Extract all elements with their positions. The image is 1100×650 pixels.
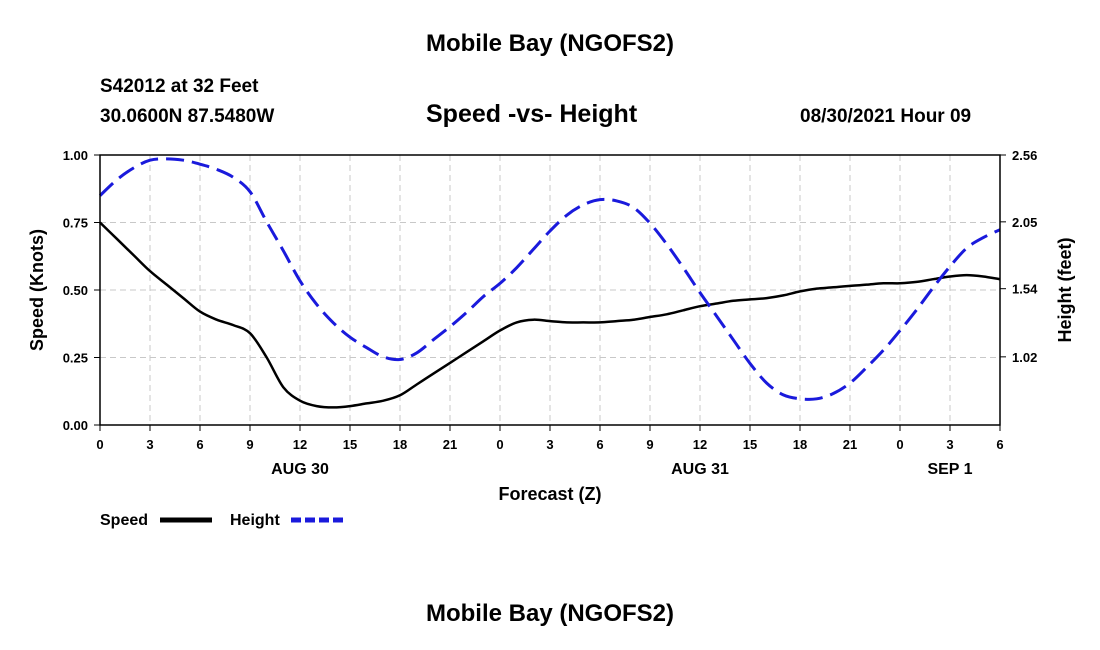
legend-speed-label: Speed: [100, 512, 148, 529]
x-tick-label: 0: [96, 437, 103, 452]
y-left-tick-label: 0.50: [63, 283, 88, 298]
x-tick-label: 21: [443, 437, 457, 452]
y-right-tick-label: 1.02: [1012, 350, 1037, 365]
x-tick-label: 6: [596, 437, 603, 452]
x-tick-label: 0: [496, 437, 503, 452]
x-day-label: SEP 1: [927, 461, 972, 478]
x-axis-label: Forecast (Z): [498, 484, 601, 504]
y-right-tick-label: 2.56: [1012, 148, 1037, 163]
forecast-datetime: 08/30/2021 Hour 09: [800, 106, 972, 127]
station-label: S42012 at 32 Feet: [100, 76, 259, 97]
x-tick-label: 18: [793, 437, 807, 452]
x-tick-label: 15: [743, 437, 757, 452]
y-axis-right-label: Height (feet): [1055, 238, 1075, 343]
y-right-tick-label: 2.05: [1012, 215, 1037, 230]
x-day-label: AUG 31: [671, 461, 729, 478]
series-line-height: [98, 157, 1001, 401]
x-tick-label: 3: [546, 437, 553, 452]
y-right-tick-label: 1.54: [1012, 282, 1038, 297]
x-tick-label: 18: [393, 437, 407, 452]
x-tick-label: 12: [293, 437, 307, 452]
x-tick-label: 0: [896, 437, 903, 452]
series-line-speed: [99, 221, 1001, 409]
axes: 0 3 6 9 12 15 18 21 0 3 6 9 12 15 18 21 0 3 6 AUG 30 AUG 31 S…: [63, 148, 1038, 478]
x-day-label: AUG 30: [271, 461, 329, 478]
x-tick-label: 9: [646, 437, 653, 452]
y-left-tick-label: 0.25: [63, 351, 88, 366]
x-tick-label: 3: [146, 437, 153, 452]
chart-subtitle: Speed -vs- Height: [426, 100, 638, 128]
chart-title-top: Mobile Bay (NGOFS2): [425, 30, 675, 57]
y-left-tick-label: 0.00: [63, 418, 88, 433]
grid-lines: [100, 155, 1000, 425]
y-axis-left-label: Speed (Knots): [27, 229, 47, 351]
chart-title-bottom: Mobile Bay (NGOFS2): [425, 600, 675, 627]
y-left-tick-label: 1.00: [63, 148, 88, 163]
x-tick-label: 6: [996, 437, 1003, 452]
series-lines: [98, 157, 1001, 409]
x-tick-label: 3: [946, 437, 953, 452]
legend-height-label: Height: [230, 512, 280, 529]
x-tick-label: 12: [693, 437, 707, 452]
x-tick-label: 6: [196, 437, 203, 452]
x-tick-label: 15: [343, 437, 357, 452]
x-tick-label: 21: [843, 437, 857, 452]
x-tick-label: 9: [246, 437, 253, 452]
legend: Speed Height: [100, 512, 343, 529]
y-left-tick-label: 0.75: [63, 216, 88, 231]
coordinates-label: 30.0600N 87.5480W: [100, 106, 275, 127]
